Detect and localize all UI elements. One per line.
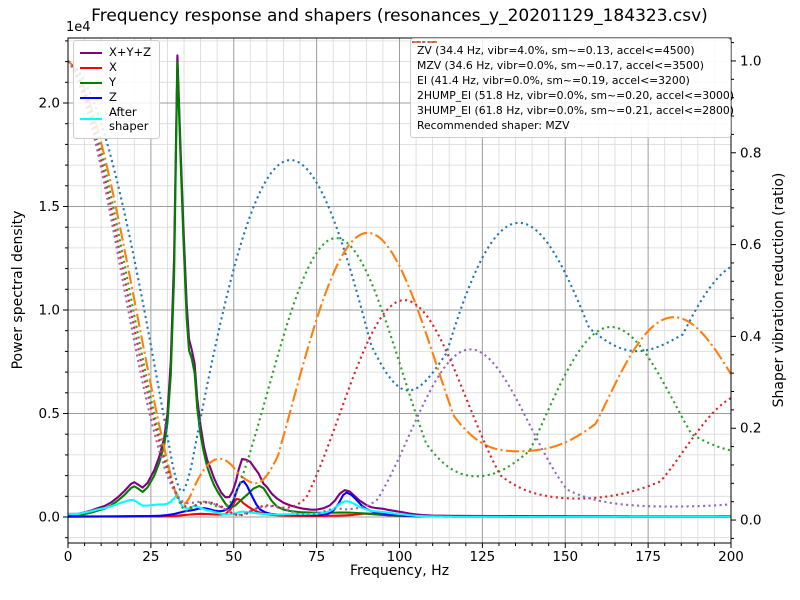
legend-line-sample-z [80, 96, 102, 99]
legend-psd: X+Y+Z X Y Z After shaper [73, 40, 161, 139]
y-left-tick-label: 1.0 [39, 302, 60, 318]
legend-label-after-shaper: After shaper [109, 105, 149, 134]
legend-shapers: ZV (34.4 Hz, vibr=4.0%, sm~=0.13, accel<… [410, 38, 734, 138]
legend-label-x: X [109, 60, 117, 75]
legend-item-ei: EI (41.4 Hz, vibr=0.0%, sm~=0.19, accel<… [412, 41, 724, 88]
legend-label-zv: ZV (34.4 Hz, vibr=4.0%, sm~=0.13, accel<… [417, 43, 695, 57]
legend-label-recommended-shaper: Recommended shaper: MZV [417, 118, 570, 132]
legend-item-y: Y [80, 75, 151, 90]
legend-label-2hump_ei: 2HUMP_EI (51.8 Hz, vibr=0.0%, sm~=0.20, … [417, 88, 734, 102]
x-tick-label: 25 [142, 549, 159, 565]
y-left-tick-label: 0.5 [39, 406, 60, 422]
y-left-tick-label: 2.0 [39, 95, 60, 111]
chart-title: Frequency response and shapers (resonanc… [91, 6, 708, 26]
y-right-tick-label: 0.0 [740, 513, 761, 529]
legend-line-sample-3hump_ei [412, 41, 437, 43]
legend-label-xyz: X+Y+Z [109, 45, 152, 60]
y-right-tick-label: 0.8 [740, 145, 761, 161]
x-tick-label: 0 [64, 549, 73, 565]
tick-labels: 0 25 50 75 100 125 150 175 200 0.0 0.5 1.0 1.5 2.0 0.0… [39, 53, 762, 565]
legend-item-after-shaper: After shaper [80, 105, 151, 134]
legend-item-3hump_ei: 3HUMP_EI (61.8 Hz, vibr=0.0%, sm~=0.21, … [412, 41, 734, 118]
y-axis-offset-label: 1e4 [66, 20, 91, 35]
x-tick-label: 175 [635, 549, 661, 565]
legend-line-sample-after-shaper [80, 118, 102, 121]
legend-label-z: Z [109, 90, 117, 105]
legend-item-xyz: X+Y+Z [80, 45, 151, 60]
x-tick-label: 200 [718, 549, 744, 565]
legend-label-ei: EI (41.4 Hz, vibr=0.0%, sm~=0.19, accel<… [417, 73, 690, 87]
x-tick-label: 150 [552, 549, 578, 565]
psd-line-xyz [68, 54, 731, 518]
shaper-curves [68, 60, 731, 517]
legend-item-mzv: MZV (34.6 Hz, vibr=0.0%, sm~=0.17, accel… [412, 41, 724, 73]
y-right-tick-label: 0.6 [740, 237, 761, 253]
x-axis-label: Frequency, Hz [349, 563, 450, 579]
legend-line-sample-y [80, 81, 102, 84]
legend-item-x: X [80, 60, 151, 75]
legend-item-zv: ZV (34.4 Hz, vibr=4.0%, sm~=0.13, accel<… [412, 41, 724, 58]
shaper-line-3hump_ei [68, 60, 731, 516]
y-left-tick-label: 1.5 [39, 199, 60, 215]
shaper-line-zv [68, 60, 731, 493]
y-left-tick-label: 0.0 [39, 510, 60, 526]
x-tick-label: 50 [225, 549, 242, 565]
legend-line-sample-recommended-shaper [411, 39, 438, 45]
tick-marks [63, 40, 736, 548]
y-right-tick-label: 0.2 [740, 421, 761, 437]
y-right-tick-label: 0.4 [740, 329, 761, 345]
y-right-tick-label: 1.0 [740, 53, 761, 69]
x-tick-label: 75 [308, 549, 325, 565]
legend-line-sample-xyz [80, 51, 102, 54]
legend-label-y: Y [109, 75, 117, 90]
x-tick-label: 125 [469, 549, 495, 565]
y-axis-left-label: Power spectral density [10, 210, 26, 370]
legend-line-sample-x [80, 66, 102, 69]
legend-item-recommended-shaper: Recommended shaper: MZV [417, 118, 724, 133]
shaper-line-ei [68, 60, 731, 512]
y-axis-right-label: Shaper vibration reduction (ratio) [771, 172, 787, 408]
legend-label-3hump_ei: 3HUMP_EI (61.8 Hz, vibr=0.0%, sm~=0.21, … [417, 103, 734, 117]
legend-item-z: Z [80, 90, 151, 105]
psd-line-y [68, 61, 731, 518]
shaper-line-mzv [68, 60, 731, 506]
legend-item-2hump_ei: 2HUMP_EI (51.8 Hz, vibr=0.0%, sm~=0.20, … [412, 41, 734, 103]
legend-label-mzv: MZV (34.6 Hz, vibr=0.0%, sm~=0.17, accel… [417, 58, 704, 72]
x-tick-label: 100 [387, 549, 413, 565]
psd-line-z [68, 480, 731, 518]
